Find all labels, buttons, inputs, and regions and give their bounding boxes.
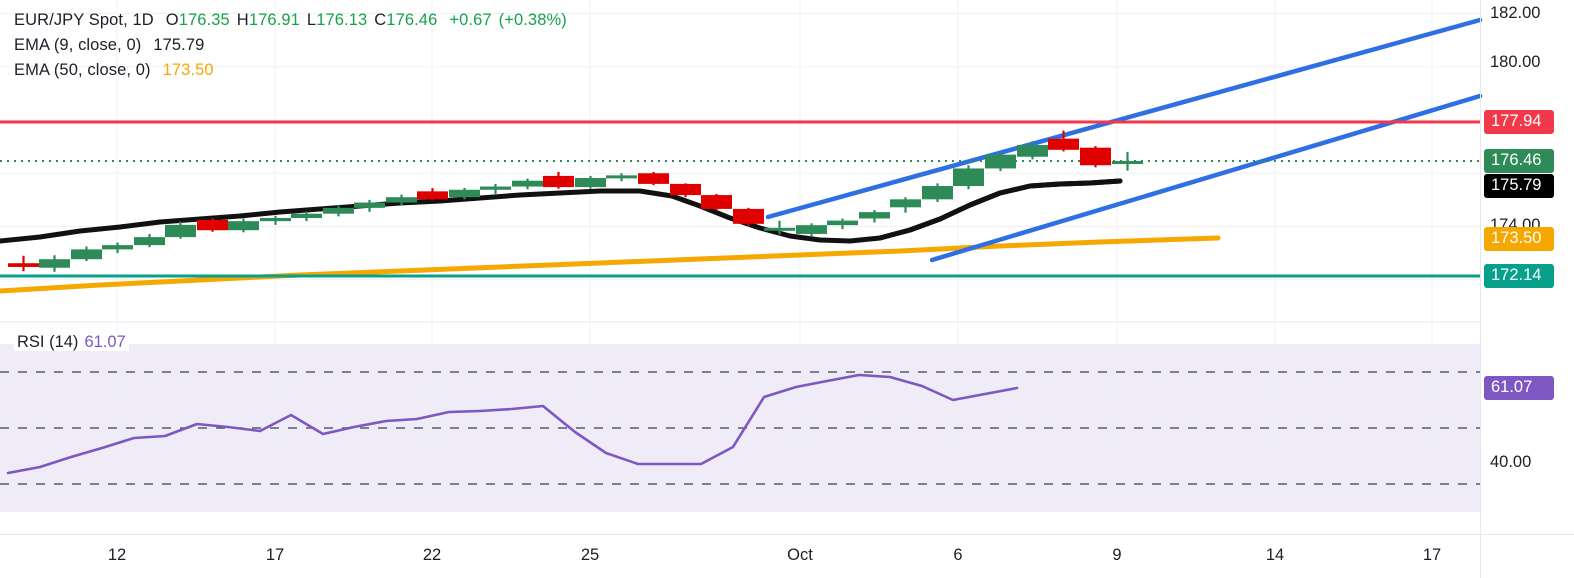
candle-body [859, 212, 890, 219]
candlestick[interactable] [354, 199, 385, 212]
candlestick[interactable] [197, 217, 228, 232]
time-tick-label: 17 [1422, 546, 1442, 564]
candlestick[interactable] [985, 151, 1016, 172]
candle-body [764, 227, 795, 231]
candlestick[interactable] [165, 221, 196, 239]
candlestick[interactable] [512, 178, 543, 190]
candle-body [670, 183, 701, 196]
candle-body [1017, 145, 1048, 157]
candlestick[interactable] [922, 183, 953, 202]
candlestick[interactable] [449, 187, 480, 200]
candle-body [165, 224, 196, 238]
time-tick-label: 17 [265, 546, 285, 564]
candlestick[interactable] [543, 171, 574, 189]
candlestick[interactable] [638, 171, 669, 186]
candle-body [260, 217, 291, 222]
candlestick[interactable] [134, 233, 165, 248]
candle-body [1112, 161, 1143, 164]
candlestick[interactable] [386, 194, 417, 206]
candlestick[interactable] [291, 211, 322, 222]
candlestick[interactable] [827, 218, 858, 230]
ascending-trendline-upper-series [765, 17, 1483, 220]
candle-body [575, 178, 606, 188]
candle-body [796, 225, 827, 234]
time-tick-label: 25 [580, 546, 600, 564]
candle-body [417, 191, 448, 200]
candle-body [512, 180, 543, 187]
candle-body [354, 202, 385, 208]
candlestick[interactable] [228, 218, 259, 233]
time-axis[interactable]: 12 17 22 25 Oct 6 9 14 17 [0, 534, 1574, 578]
time-tick-label: 9 [1112, 546, 1122, 564]
candle-body [638, 173, 669, 184]
candle-body [922, 186, 953, 200]
time-tick-label: Oct [787, 546, 813, 564]
time-tick-label: 14 [1265, 546, 1285, 564]
candle-body [701, 195, 732, 209]
candle-body [827, 220, 858, 226]
candlestick[interactable] [606, 173, 637, 182]
candlestick[interactable] [39, 255, 70, 272]
candlestick[interactable] [859, 209, 890, 223]
candle-body [39, 259, 70, 268]
candle-body [228, 221, 259, 231]
candlestick[interactable] [480, 183, 511, 196]
candle-body [197, 219, 228, 231]
candle-body [480, 186, 511, 190]
candle-body [606, 175, 637, 179]
time-tick-label: 22 [422, 546, 442, 564]
candle-body [890, 199, 921, 208]
time-tick-label: 6 [953, 546, 963, 564]
candlestick[interactable] [796, 223, 827, 237]
candle-body [386, 197, 417, 203]
candlestick[interactable] [1080, 146, 1111, 168]
time-tick-label: 12 [107, 546, 127, 564]
candle-body [953, 168, 984, 187]
candlestick[interactable] [417, 188, 448, 201]
ema-50-close-0--series [0, 235, 1221, 294]
candle-body [102, 245, 133, 250]
candle-body [8, 263, 39, 267]
candlestick[interactable] [575, 175, 606, 189]
candlestick[interactable] [71, 246, 102, 262]
candlestick[interactable] [670, 183, 701, 198]
candlestick[interactable] [8, 255, 39, 272]
rsi-series [6, 373, 1019, 475]
candle-body [449, 189, 480, 198]
candle-body [733, 208, 764, 224]
candle-body [1048, 138, 1079, 150]
ema9-series-overlay [877, 178, 1123, 241]
candlestick[interactable] [1112, 151, 1143, 171]
candlestick[interactable] [323, 205, 354, 217]
candle-body [543, 175, 574, 188]
candle-body [985, 154, 1016, 169]
candlestick[interactable] [764, 220, 795, 235]
candle-body [1080, 147, 1111, 166]
candle-body [291, 213, 322, 218]
candlestick[interactable] [890, 197, 921, 213]
candlestick[interactable] [1048, 130, 1079, 152]
candlestick[interactable] [953, 165, 984, 190]
candlestick[interactable] [260, 215, 291, 225]
candlestick[interactable] [102, 242, 133, 254]
candlestick[interactable] [1017, 141, 1048, 160]
candlestick[interactable] [701, 194, 732, 211]
candlestick[interactable] [733, 207, 764, 226]
candle-body [71, 249, 102, 260]
candle-body [323, 207, 354, 214]
candle-body [134, 237, 165, 246]
